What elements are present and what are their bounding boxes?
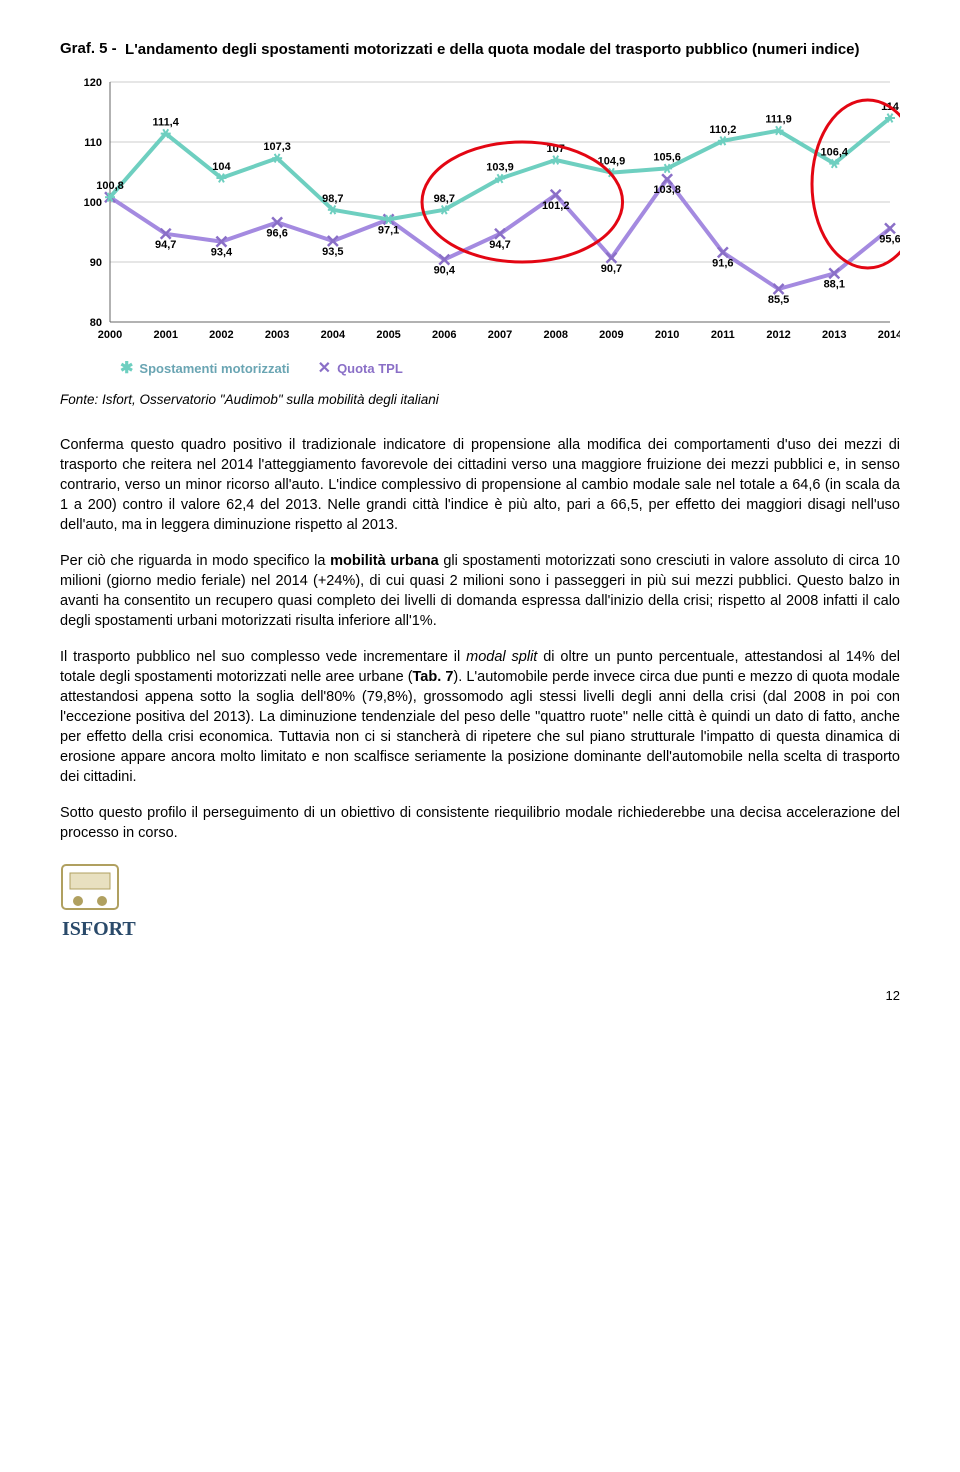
page-number: 12: [60, 988, 900, 1003]
svg-text:2007: 2007: [488, 329, 512, 341]
svg-text:ISFORT: ISFORT: [62, 918, 136, 940]
line-chart-svg: 80 90 100 110 120 2000 2001 2002 2003 2004 2005 200…: [60, 72, 900, 352]
svg-text:85,5: 85,5: [768, 294, 789, 306]
legend-label: Quota TPL: [337, 361, 403, 376]
svg-text:2004: 2004: [321, 329, 346, 341]
body-paragraph: Per ciò che riguarda in modo specifico l…: [60, 551, 900, 631]
svg-text:106,4: 106,4: [821, 147, 849, 159]
svg-text:93,5: 93,5: [322, 246, 343, 258]
logo-icon: ISFORT: [60, 863, 170, 943]
isfort-logo: ISFORT: [60, 863, 900, 948]
svg-text:2006: 2006: [432, 329, 456, 341]
svg-text:2008: 2008: [543, 329, 567, 341]
chart-title-text: L'andamento degli spostamenti motorizzat…: [125, 40, 859, 60]
svg-text:91,6: 91,6: [712, 258, 733, 270]
svg-text:2009: 2009: [599, 329, 623, 341]
legend-item-quota: ✕ Quota TPL: [318, 358, 403, 378]
body-paragraph: Conferma questo quadro positivo il tradi…: [60, 435, 900, 535]
chart-source: Fonte: Isfort, Osservatorio "Audimob" su…: [60, 392, 900, 407]
svg-text:90: 90: [90, 257, 102, 269]
svg-text:103,8: 103,8: [653, 184, 681, 196]
svg-text:94,7: 94,7: [489, 239, 510, 251]
svg-text:105,6: 105,6: [653, 152, 681, 164]
svg-text:2014: 2014: [878, 329, 900, 341]
svg-text:104: 104: [212, 161, 231, 173]
svg-text:2013: 2013: [822, 329, 846, 341]
svg-text:110: 110: [84, 137, 102, 149]
svg-text:95,6: 95,6: [879, 234, 900, 246]
svg-text:100,8: 100,8: [96, 180, 124, 192]
body-paragraph: Il trasporto pubblico nel suo complesso …: [60, 647, 900, 787]
chart-legend: ✱ Spostamenti motorizzati ✕ Quota TPL: [120, 358, 900, 378]
svg-text:2011: 2011: [711, 329, 735, 341]
svg-text:120: 120: [84, 77, 102, 89]
asterisk-icon: ✱: [120, 358, 133, 378]
svg-text:2012: 2012: [766, 329, 790, 341]
x-icon: ✕: [318, 358, 331, 378]
svg-text:103,9: 103,9: [486, 162, 514, 174]
svg-text:88,1: 88,1: [824, 279, 845, 291]
svg-text:110,2: 110,2: [709, 124, 736, 136]
svg-text:90,7: 90,7: [601, 263, 622, 275]
svg-text:96,6: 96,6: [266, 228, 287, 240]
legend-label: Spostamenti motorizzati: [139, 361, 289, 376]
svg-text:2002: 2002: [209, 329, 233, 341]
svg-text:93,4: 93,4: [211, 247, 233, 259]
svg-text:80: 80: [90, 317, 102, 329]
legend-item-spostamenti: ✱ Spostamenti motorizzati: [120, 358, 290, 378]
svg-text:94,7: 94,7: [155, 239, 176, 251]
chart-title-lead: Graf. 5 -: [60, 40, 125, 57]
svg-text:97,1: 97,1: [378, 225, 399, 237]
svg-text:100: 100: [84, 197, 102, 209]
svg-text:2010: 2010: [655, 329, 679, 341]
chart-container: 80 90 100 110 120 2000 2001 2002 2003 2004 2005 200…: [60, 72, 900, 382]
body-paragraph: Sotto questo profilo il perseguimento di…: [60, 803, 900, 843]
svg-text:101,2: 101,2: [542, 200, 570, 212]
svg-text:2003: 2003: [265, 329, 289, 341]
svg-text:90,4: 90,4: [434, 265, 456, 277]
body-text: Conferma questo quadro positivo il tradi…: [60, 435, 900, 843]
svg-text:111,9: 111,9: [765, 114, 791, 126]
svg-text:111,4: 111,4: [153, 117, 180, 129]
svg-text:98,7: 98,7: [322, 193, 343, 205]
svg-text:107,3: 107,3: [263, 141, 291, 153]
svg-text:2005: 2005: [376, 329, 400, 341]
svg-text:2000: 2000: [98, 329, 122, 341]
svg-text:98,7: 98,7: [434, 193, 455, 205]
chart-title-row: Graf. 5 - L'andamento degli spostamenti …: [60, 40, 900, 60]
svg-text:2001: 2001: [153, 329, 177, 341]
